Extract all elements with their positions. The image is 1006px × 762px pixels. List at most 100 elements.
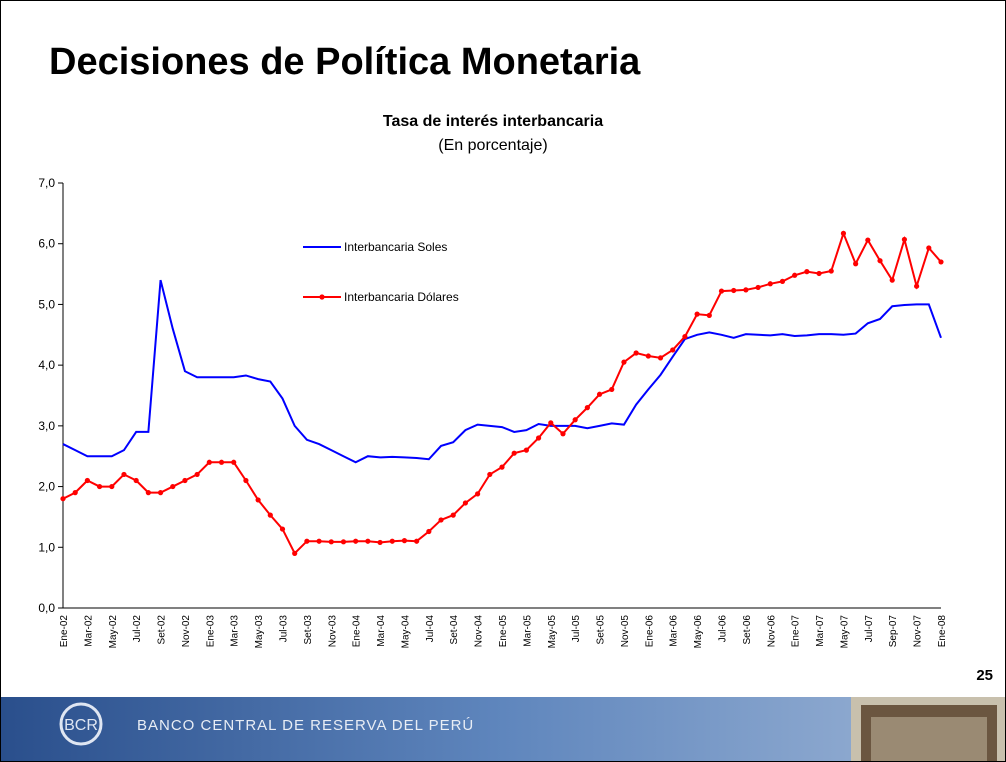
chart: Tasa de interés interbancaria (En porcen… xyxy=(38,113,948,649)
point xyxy=(316,538,322,544)
logo xyxy=(59,702,103,746)
x-tick-label: Ene-05 xyxy=(498,615,509,648)
x-tick-label: Mar-03 xyxy=(230,615,241,647)
x-tick-label: Mar-07 xyxy=(815,615,826,647)
point xyxy=(377,539,383,546)
point xyxy=(84,477,90,484)
point xyxy=(133,477,139,484)
x-tick-label: May-03 xyxy=(254,615,265,649)
x-tick-label: Nov-04 xyxy=(474,615,485,648)
point xyxy=(718,288,725,294)
line xyxy=(62,230,942,556)
x-tick-label: Set-02 xyxy=(157,615,168,645)
y-tick-label: 2,0 xyxy=(38,480,55,494)
point xyxy=(389,538,395,544)
point xyxy=(438,517,444,523)
point xyxy=(633,350,639,356)
chart-title: Tasa de interés interbancaria xyxy=(383,113,603,130)
point xyxy=(145,490,151,496)
point xyxy=(450,512,456,518)
x-tick-label: Ene-06 xyxy=(644,615,655,648)
y-tick-label: 5,0 xyxy=(38,297,55,311)
point xyxy=(243,477,249,484)
point xyxy=(96,483,103,490)
x-tick-label: Ene-04 xyxy=(352,615,363,648)
x-tick-label: Set-06 xyxy=(742,615,753,645)
point xyxy=(743,287,749,293)
point xyxy=(694,311,700,317)
point xyxy=(353,538,359,544)
point xyxy=(182,477,188,484)
x-tick-label: Ene-07 xyxy=(791,615,802,648)
point xyxy=(414,538,420,544)
point xyxy=(865,237,871,243)
x-tick-label: Jul-06 xyxy=(718,615,729,643)
point xyxy=(560,431,566,437)
x-tick-label: Ene-02 xyxy=(59,615,70,648)
point xyxy=(645,353,651,359)
point xyxy=(365,538,371,544)
x-tick-label: May-04 xyxy=(400,615,411,649)
x-tick-label: Set-04 xyxy=(449,615,460,645)
x-tick-label: Mar-06 xyxy=(669,615,680,647)
point xyxy=(279,526,286,532)
photo-detail xyxy=(871,717,987,761)
chart-subtitle: (En porcentaje) xyxy=(438,137,547,154)
x-tick-label: Mar-04 xyxy=(376,615,387,647)
x-tick-label: Set-03 xyxy=(303,615,314,645)
point xyxy=(914,283,920,289)
legend-label: Interbancaria Soles xyxy=(344,240,447,254)
legend-marker xyxy=(319,294,325,300)
point xyxy=(584,405,590,411)
x-tick-label: Nov-02 xyxy=(181,615,192,648)
point xyxy=(304,538,310,544)
point xyxy=(889,277,895,283)
slide-title: Decisiones de Política Monetaria xyxy=(49,41,641,83)
point xyxy=(170,483,176,490)
point xyxy=(767,281,773,287)
point xyxy=(206,459,212,465)
footer-banner: BCR BANCO CENTRAL DE RESERVA DEL PERÚ xyxy=(1,697,1005,761)
x-tick-label: Sep-07 xyxy=(888,615,899,648)
logo-mark: BCR xyxy=(64,717,98,734)
y-tick-label: 4,0 xyxy=(38,358,55,372)
x-tick-label: Mar-05 xyxy=(522,615,533,647)
y-tick-label: 3,0 xyxy=(38,419,55,433)
point xyxy=(901,236,908,243)
x-tick-label: Jul-04 xyxy=(425,615,436,643)
x-tick-label: Ene-03 xyxy=(205,615,216,648)
y-tick-label: 0,0 xyxy=(38,601,55,615)
point xyxy=(121,471,127,478)
point xyxy=(596,391,603,397)
point xyxy=(487,471,493,478)
point xyxy=(462,500,469,506)
point xyxy=(60,496,66,502)
x-tick-label: Jul-05 xyxy=(571,615,582,643)
x-tick-label: Jul-03 xyxy=(279,615,290,643)
point xyxy=(682,334,688,340)
point xyxy=(804,269,810,275)
point xyxy=(401,538,408,544)
x-tick-label: Nov-07 xyxy=(913,615,924,648)
x-tick-label: May-05 xyxy=(547,615,558,649)
point xyxy=(755,284,761,291)
x-tick-label: Nov-03 xyxy=(327,615,338,648)
point xyxy=(670,347,676,353)
point xyxy=(706,312,712,318)
point xyxy=(731,287,737,294)
point xyxy=(499,464,505,470)
point xyxy=(657,355,664,361)
point xyxy=(609,386,615,393)
page-number: 25 xyxy=(976,667,993,684)
point xyxy=(426,528,432,535)
point xyxy=(340,539,347,545)
point xyxy=(523,447,529,453)
point xyxy=(926,245,932,251)
x-tick-label: Mar-02 xyxy=(83,615,94,647)
y-tick-label: 6,0 xyxy=(38,237,55,251)
point xyxy=(255,497,261,503)
line xyxy=(62,279,942,464)
point xyxy=(157,490,164,496)
x-tick-label: Nov-05 xyxy=(620,615,631,648)
point xyxy=(792,272,798,278)
